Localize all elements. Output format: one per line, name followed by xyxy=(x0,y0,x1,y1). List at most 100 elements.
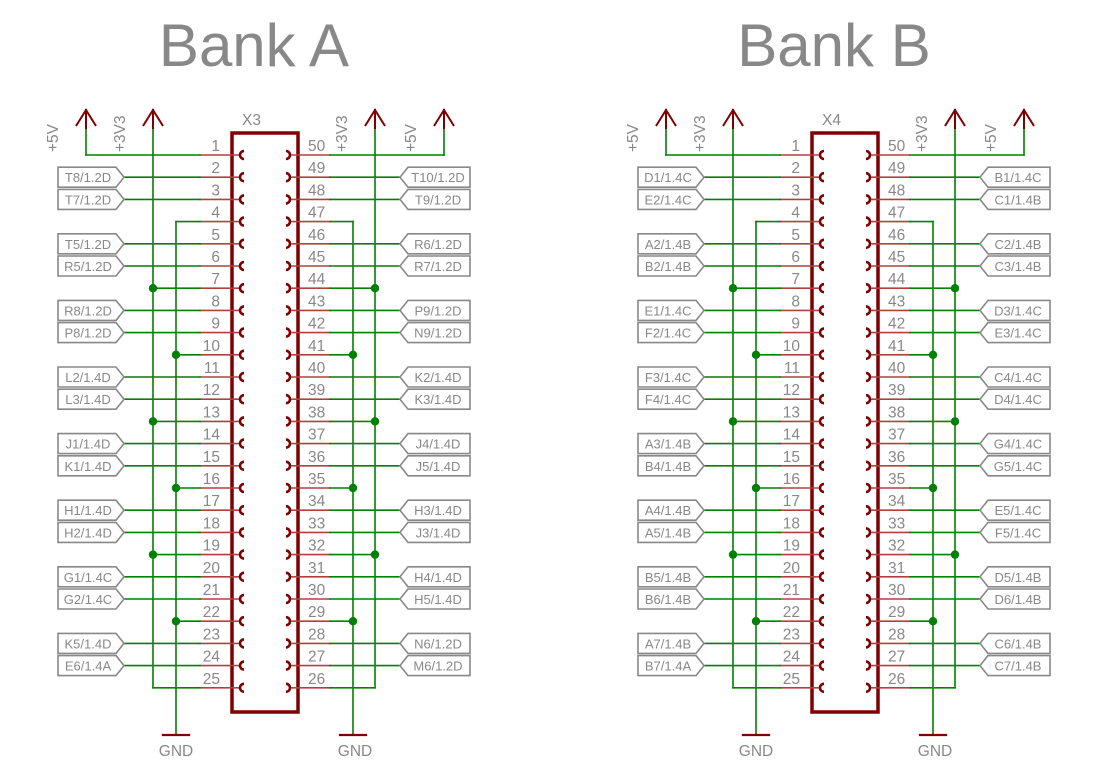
pin-contact xyxy=(238,482,245,494)
signal-label: C3/1.4B xyxy=(995,259,1042,274)
signal-label: G5/1.4C xyxy=(994,459,1042,474)
junction-dot xyxy=(370,550,380,559)
signal-label: E2/1.4C xyxy=(645,192,692,207)
signal-label: H2/1.4D xyxy=(64,525,112,540)
pin-number: 17 xyxy=(203,493,220,510)
pin-contact xyxy=(285,593,292,605)
signal-label: E5/1.4C xyxy=(995,503,1042,518)
signal-label-frame xyxy=(637,255,706,277)
supply-label: +5V xyxy=(983,123,1000,152)
pin-contact xyxy=(238,527,245,538)
signal-label-frame xyxy=(637,388,706,411)
pin-contact xyxy=(238,571,245,583)
pin-contact xyxy=(285,238,292,250)
signal-label: C4/1.4C xyxy=(994,370,1042,385)
pin-contact xyxy=(238,393,245,405)
pin-number: 20 xyxy=(203,560,221,577)
signal-label-frame xyxy=(978,233,1051,255)
junction-dot xyxy=(171,350,181,359)
pin-number: 1 xyxy=(791,138,800,155)
signal-label-frame xyxy=(398,166,471,188)
pin-contact xyxy=(285,660,292,671)
signal-label-frame xyxy=(57,565,126,588)
pin-number: 32 xyxy=(308,538,325,555)
pin-contact xyxy=(865,282,872,294)
pin-contact xyxy=(285,549,292,560)
signal-label: J1/1.4D xyxy=(66,437,111,452)
supply-label: +3V3 xyxy=(692,115,709,152)
pin-number: 28 xyxy=(888,626,905,643)
signal-label-frame xyxy=(398,299,471,322)
pin-number: 39 xyxy=(308,382,325,399)
pin-number: 9 xyxy=(211,316,220,333)
pin-contact xyxy=(818,438,825,449)
signal-label-frame xyxy=(57,432,126,455)
pin-contact xyxy=(818,549,825,560)
pin-number: 28 xyxy=(308,626,325,643)
pin-number: 37 xyxy=(888,427,905,444)
pin-number: 33 xyxy=(308,515,325,532)
pin-number: 40 xyxy=(888,360,906,377)
pin-number: 23 xyxy=(203,626,220,643)
pin-number: 21 xyxy=(783,582,800,599)
signal-label: E3/1.4C xyxy=(995,326,1042,341)
pin-number: 8 xyxy=(791,293,800,310)
pin-number: 18 xyxy=(783,515,800,532)
pin-number: 12 xyxy=(783,382,800,399)
signal-label: H1/1.4D xyxy=(64,503,112,518)
pin-contact xyxy=(285,482,292,494)
supply-arrow-icon xyxy=(944,108,966,127)
pin-number: 38 xyxy=(888,404,905,421)
supply-label: +3V3 xyxy=(112,115,129,152)
pin-contact xyxy=(238,371,245,383)
pin-contact xyxy=(865,638,872,649)
pin-contact xyxy=(865,504,872,516)
pin-contact xyxy=(818,371,825,383)
pin-number: 11 xyxy=(784,360,800,377)
junction-dot xyxy=(928,350,938,359)
signal-label-frame xyxy=(637,632,706,655)
signal-label-frame xyxy=(978,521,1051,544)
pin-contact xyxy=(818,282,825,294)
pin-contact xyxy=(238,171,245,183)
signal-label: K1/1.4D xyxy=(65,459,112,474)
signal-label-frame xyxy=(398,454,471,477)
signal-label-frame xyxy=(978,366,1051,388)
pin-contact xyxy=(865,216,872,227)
pin-number: 36 xyxy=(308,449,325,466)
pin-number: 35 xyxy=(308,471,325,488)
signal-label-frame xyxy=(398,632,471,655)
pin-contact xyxy=(818,305,825,316)
junction-dot xyxy=(751,617,761,626)
signal-label: K5/1.4D xyxy=(65,636,112,651)
signal-label-frame xyxy=(57,366,126,388)
signal-label: G4/1.4C xyxy=(994,437,1042,452)
pin-contact xyxy=(238,593,245,605)
signal-label: A5/1.4B xyxy=(645,525,691,540)
pin-contact xyxy=(285,504,292,516)
signal-label: J5/1.4D xyxy=(416,459,461,474)
pin-number: 49 xyxy=(308,160,325,177)
signal-label-frame xyxy=(637,233,706,255)
signal-label-frame xyxy=(637,654,706,677)
signal-label: T7/1.2D xyxy=(65,192,111,207)
pin-contact xyxy=(865,416,872,427)
pin-number: 48 xyxy=(888,182,905,199)
pin-number: 7 xyxy=(791,271,800,288)
supply-label: +3V3 xyxy=(914,115,931,152)
signal-label: N6/1.2D xyxy=(414,636,462,651)
pin-contact xyxy=(238,460,245,472)
pin-number: 13 xyxy=(203,404,220,421)
pin-contact xyxy=(285,438,292,449)
signal-label: H4/1.4D xyxy=(414,570,462,585)
pin-contact xyxy=(238,349,245,361)
pin-contact xyxy=(238,216,245,227)
signal-label: C1/1.4B xyxy=(995,192,1042,207)
pin-contact xyxy=(865,305,872,316)
junction-dot xyxy=(148,550,158,559)
signal-label-frame xyxy=(57,499,126,522)
pin-number: 14 xyxy=(783,427,801,444)
supply-label: +5V xyxy=(45,123,62,152)
signal-label-frame xyxy=(57,588,126,610)
pin-contact xyxy=(818,593,825,605)
